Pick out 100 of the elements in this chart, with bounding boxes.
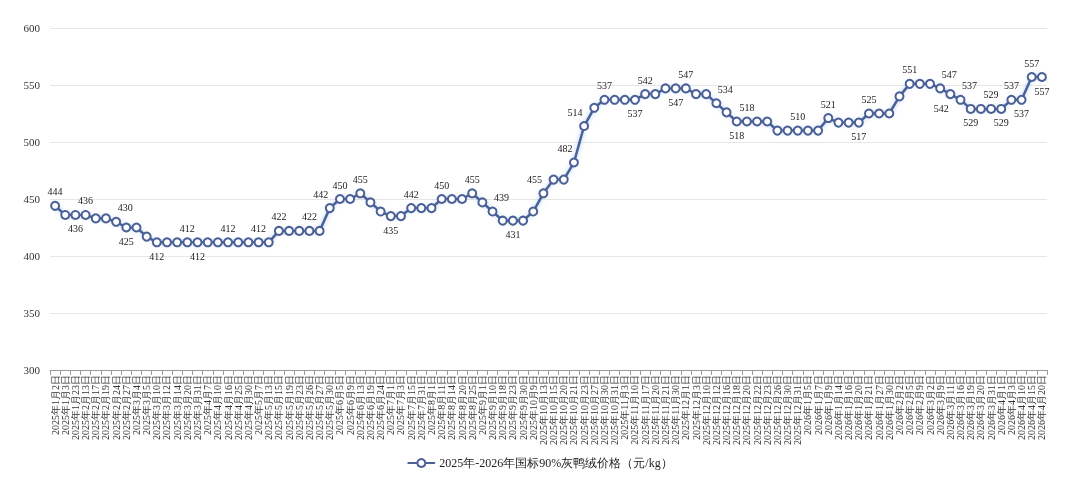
- x-tick-label: 2025年10月31日: [609, 375, 621, 445]
- x-tick-label: 2026年2月9日: [914, 375, 926, 435]
- x-tick-label: 2026年3月9日: [934, 375, 946, 435]
- data-label: 450: [434, 179, 450, 191]
- data-label: 436: [78, 195, 94, 207]
- x-tick-label: 2025年5月15日: [273, 375, 285, 440]
- x-tick-label: 2025年9月23日: [507, 375, 519, 440]
- data-label: 529: [963, 117, 979, 129]
- x-tick-label: 2025年3月14日: [171, 375, 183, 440]
- x-tick-label: 2025年12月22日: [751, 375, 763, 445]
- data-label: 422: [301, 211, 317, 223]
- x-tick-label: 2025年1月2日: [49, 375, 61, 435]
- x-tick-label: 2025年2月27日: [120, 375, 132, 440]
- x-tick-label: 2026年3月2日: [924, 375, 936, 435]
- data-label: 542: [637, 74, 653, 86]
- x-tick-label: 2025年5月26日: [303, 375, 315, 440]
- data-label: 551: [902, 64, 918, 76]
- x-tick-label: 2025年10月9日: [527, 375, 539, 440]
- y-tick-label: 300: [23, 364, 41, 376]
- x-tick-label: 2025年3月12日: [161, 375, 173, 440]
- data-label: 518: [739, 101, 755, 113]
- data-label: 537: [1014, 108, 1030, 120]
- data-label: 455: [526, 173, 542, 185]
- x-tick-label: 2026年4月20日: [1036, 375, 1048, 440]
- x-tick-label: 2026年4月3日: [1005, 375, 1017, 435]
- x-tick-label: 2025年12月18日: [731, 375, 743, 445]
- data-label: 431: [505, 229, 521, 241]
- data-label: 529: [983, 89, 999, 101]
- x-tick-label: 2025年4月7日: [202, 375, 214, 435]
- y-tick-label: 350: [23, 307, 41, 319]
- x-tick-label: 2025年12月23日: [761, 375, 773, 445]
- data-label: 455: [464, 173, 480, 185]
- x-tick-label: 2026年4月1日: [995, 375, 1007, 435]
- x-tick-label: 2026年3月31日: [985, 375, 997, 440]
- x-tick-label: 2025年5月23日: [293, 375, 305, 440]
- data-label: 525: [861, 94, 877, 105]
- x-tick-label: 2025年3月10日: [151, 375, 163, 440]
- data-label: 412: [190, 250, 206, 262]
- data-label: 534: [717, 83, 733, 95]
- data-label: 430: [117, 202, 133, 214]
- data-label: 547: [668, 96, 684, 108]
- x-tick-label: 2025年12月20日: [741, 375, 753, 445]
- data-label: 412: [251, 222, 267, 234]
- x-tick-label: 2025年12月10日: [700, 375, 712, 445]
- data-label: 514: [567, 106, 583, 118]
- x-tick-label: 2025年11月30日: [670, 375, 682, 445]
- x-tick-label: 2025年6月9日: [344, 375, 356, 435]
- x-tick-label: 2025年7月3日: [395, 375, 407, 435]
- y-tick-label: 500: [23, 136, 41, 148]
- x-tick-label: 2025年7月15日: [405, 375, 417, 440]
- x-tick-label: 2026年4月10日: [1016, 375, 1028, 440]
- x-tick-label: 2026年3月19日: [965, 375, 977, 440]
- legend-label: 2025年-2026年国标90%灰鸭绒价格（元/kg）: [439, 456, 673, 470]
- data-label: 450: [332, 179, 348, 191]
- data-label: 439: [494, 192, 510, 204]
- x-tick-label: 2025年4月10日: [212, 375, 224, 440]
- data-label: 482: [557, 143, 573, 155]
- x-tick-label: 2025年2月19日: [100, 375, 112, 440]
- x-tick-label: 2025年5月19日: [283, 375, 295, 440]
- y-tick-label: 400: [23, 250, 41, 262]
- x-tick-label: 2026年1月9日: [822, 375, 834, 435]
- data-label: 547: [678, 68, 694, 80]
- x-tick-label: 2026年1月21日: [863, 375, 875, 440]
- x-tick-label: 2025年12月12日: [710, 375, 722, 445]
- x-tick-label: 2026年2月5日: [904, 375, 916, 435]
- x-tick-label: 2025年10月27日: [588, 375, 600, 445]
- x-tick-label: 2025年5月27日: [314, 375, 326, 440]
- data-label: 435: [383, 224, 399, 236]
- x-tick-label: 2026年3月20日: [975, 375, 987, 440]
- x-tick-label: 2025年3月5日: [141, 375, 153, 435]
- y-tick-label: 550: [23, 79, 41, 91]
- x-tick-label: 2026年1月27日: [873, 375, 885, 440]
- x-tick-label: 2025年8月14日: [446, 375, 458, 440]
- x-tick-label: 2026年3月16日: [955, 375, 967, 440]
- x-tick-label: 2025年12月30日: [782, 375, 794, 445]
- x-tick-label: 2025年8月25日: [466, 375, 478, 440]
- x-tick-label: 2025年12月26日: [771, 375, 783, 445]
- x-tick-label: 2025年12月1日: [680, 375, 692, 440]
- x-tick-label: 2025年8月1日: [426, 375, 438, 435]
- x-tick-label: 2025年3月31日: [192, 375, 204, 440]
- data-label: 557: [1034, 85, 1050, 97]
- x-tick-label: 2025年12月16日: [721, 375, 733, 445]
- x-tick-label: 2026年4月15日: [1026, 375, 1038, 440]
- x-tick-label: 2025年5月13日: [263, 375, 275, 440]
- data-label: 425: [118, 236, 134, 247]
- y-tick-label: 600: [23, 22, 41, 34]
- data-label: 455: [352, 173, 368, 185]
- x-tick-label: 2025年5月7日: [253, 375, 265, 435]
- x-tick-label: 2025年10月13日: [537, 375, 549, 445]
- x-tick-label: 2025年4月16日: [222, 375, 234, 440]
- x-tick-label: 2025年10月20日: [558, 375, 570, 445]
- x-tick-label: 2025年8月11日: [436, 375, 448, 440]
- x-tick-label: 2025年1月23日: [69, 375, 81, 440]
- x-tick-label: 2026年1月14日: [832, 375, 844, 440]
- x-tick-label: 2025年9月30日: [517, 375, 529, 440]
- data-label: 529: [993, 117, 1009, 129]
- x-tick-label: 2025年2月17日: [90, 375, 102, 440]
- data-label: 537: [1003, 80, 1019, 92]
- y-tick-label: 450: [23, 193, 41, 205]
- data-label: 518: [729, 129, 745, 141]
